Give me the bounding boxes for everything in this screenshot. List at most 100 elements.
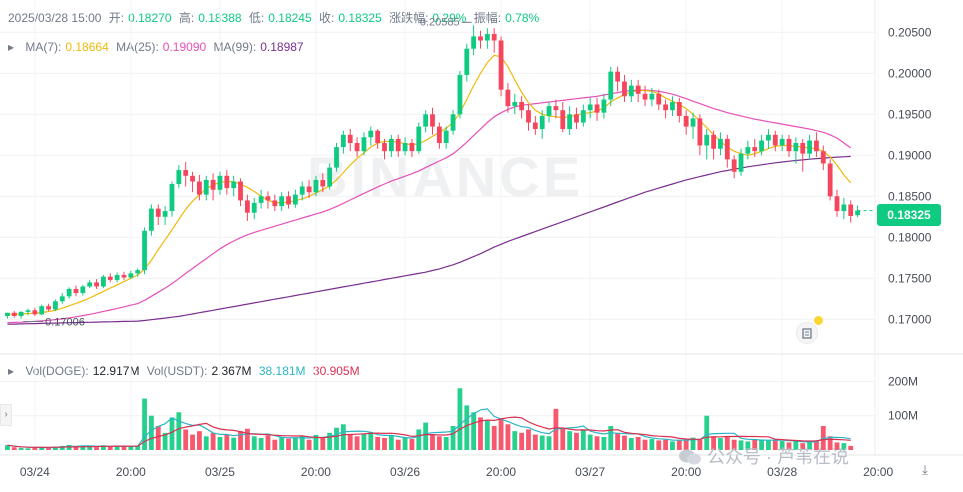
volume-bar <box>793 441 799 450</box>
volume-bar <box>224 434 230 450</box>
vol-doge-label: Vol(DOGE): <box>25 364 89 378</box>
volume-bar <box>244 428 250 450</box>
candle-body <box>46 306 51 310</box>
low-price-label: 0.17006 <box>45 316 85 328</box>
ma-lines <box>7 54 852 325</box>
volume-bar <box>107 446 113 450</box>
candle-body <box>25 310 31 312</box>
candle-body <box>731 159 737 172</box>
volume-bar <box>279 436 285 450</box>
candle-body <box>183 170 189 176</box>
candle-body <box>80 286 86 294</box>
volume-bar <box>292 437 298 450</box>
volume-bar <box>430 434 435 450</box>
source-watermark-text: 公众号 · 芦苇在说 <box>707 447 850 467</box>
ma-collapse-icon[interactable]: ▸ <box>8 40 15 54</box>
candle-body <box>807 140 812 154</box>
volume-bar <box>560 427 566 450</box>
volume-bar <box>59 445 65 450</box>
candle-body <box>292 194 298 205</box>
volume-bar <box>587 434 593 450</box>
candle-body <box>334 147 339 168</box>
scroll-to-latest-button[interactable]: ⤓ <box>922 462 928 477</box>
volume-bar <box>217 436 223 450</box>
volume-bar <box>313 434 319 450</box>
volume-bar <box>580 429 586 450</box>
ma99-line <box>7 155 851 325</box>
volume-bar <box>752 439 758 450</box>
volume-bar <box>491 426 497 450</box>
candle-body <box>5 312 10 317</box>
candle-body <box>320 179 326 187</box>
candle-body <box>622 81 627 97</box>
vol-collapse-icon[interactable]: ▸ <box>8 364 15 378</box>
binance-watermark: BINANCE <box>307 145 583 208</box>
volume-bar <box>183 429 189 450</box>
candle-body <box>505 89 511 107</box>
volume-bar <box>683 438 689 450</box>
volume-bar <box>368 432 374 450</box>
expand-panel-tab[interactable]: › <box>0 404 12 426</box>
volume-bar <box>121 446 127 450</box>
volume-bar <box>162 432 168 450</box>
candle-body <box>306 186 312 193</box>
high-label: 高: <box>178 11 195 25</box>
candle-body <box>73 288 79 294</box>
volume-bar <box>320 438 326 450</box>
candle-body <box>580 110 586 123</box>
volume-bar <box>724 436 730 450</box>
volume-bar <box>238 431 243 450</box>
volume-bar <box>306 439 312 450</box>
candle-body <box>272 200 278 207</box>
candle-body <box>532 122 538 130</box>
volume-bar <box>423 422 429 450</box>
candle-body <box>395 138 401 152</box>
candle-body <box>786 138 792 152</box>
candle-body <box>436 126 442 143</box>
volume-bar <box>258 438 264 450</box>
volume-bar <box>622 435 627 450</box>
volume-bar <box>340 424 346 450</box>
volume-bar <box>114 445 120 450</box>
candle-body <box>512 102 518 107</box>
volume-bar <box>786 442 792 450</box>
volume-bar <box>471 412 477 450</box>
volume-bar <box>395 439 401 450</box>
volume-bar <box>567 431 573 450</box>
volume-bar <box>594 436 600 450</box>
volume-bar <box>697 439 703 450</box>
time-tick-label: 20:00 <box>301 465 331 479</box>
candle-body <box>217 175 223 190</box>
volume-bar <box>46 447 51 450</box>
time-tick-label: 03/28 <box>767 465 797 479</box>
volume-bar <box>382 438 387 450</box>
candle-body <box>539 115 545 130</box>
indicator-settings-button[interactable] <box>796 322 818 344</box>
volume-bar <box>690 437 696 450</box>
candles-layer <box>5 25 860 319</box>
vol-usdt-value: 2.367M <box>211 364 252 378</box>
time-axis: 03/24 20:00 03/25 20:00 03/26 20:00 03/27 20:00… <box>20 465 894 479</box>
candle-body <box>203 179 209 195</box>
volume-bar <box>39 446 45 450</box>
candle-body <box>149 208 154 231</box>
candle-body <box>430 114 435 127</box>
volume-bar <box>231 437 237 450</box>
volume-bar <box>656 440 662 450</box>
volume-bar <box>519 432 525 450</box>
price-tick-label: 0.17000 <box>888 312 932 326</box>
candle-body <box>196 181 202 195</box>
volume-bar <box>443 436 449 450</box>
candle-body <box>628 85 634 97</box>
candle-body <box>101 276 106 287</box>
candle-body <box>94 282 99 287</box>
volume-ma-lines <box>7 408 851 449</box>
candle-body <box>498 40 504 90</box>
candle-body <box>388 138 394 152</box>
candle-body <box>457 74 463 115</box>
candle-body <box>814 140 819 152</box>
candle-body <box>142 230 147 271</box>
volume-bar <box>66 444 72 450</box>
candle-body <box>848 204 854 216</box>
